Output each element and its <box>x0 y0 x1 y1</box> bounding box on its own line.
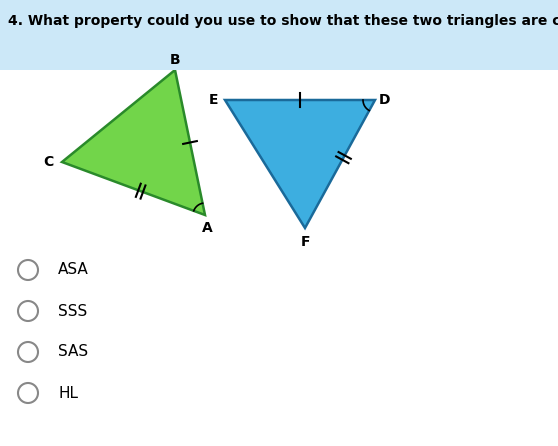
Text: HL: HL <box>58 385 78 401</box>
Text: B: B <box>170 53 180 67</box>
Text: 4. What property could you use to show that these two triangles are congruent?: 4. What property could you use to show t… <box>8 14 558 28</box>
Text: F: F <box>300 235 310 249</box>
Text: E: E <box>208 93 218 107</box>
Polygon shape <box>62 70 205 215</box>
Text: ASA: ASA <box>58 263 89 277</box>
Text: SAS: SAS <box>58 344 88 359</box>
Text: A: A <box>201 221 213 235</box>
Text: D: D <box>379 93 391 107</box>
Text: C: C <box>43 155 53 169</box>
Polygon shape <box>225 100 375 228</box>
Text: SSS: SSS <box>58 303 87 318</box>
